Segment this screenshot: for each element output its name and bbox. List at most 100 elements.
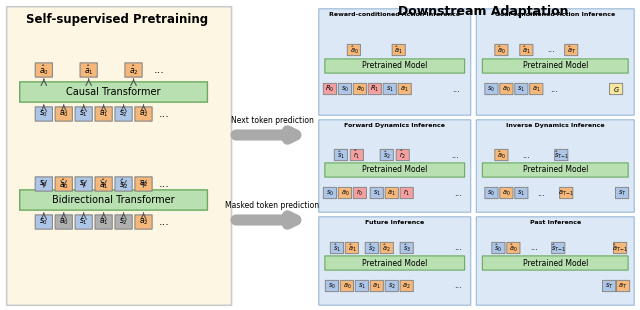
Text: $\hat{a}_{2}$: $\hat{a}_{2}$: [129, 63, 138, 77]
FancyBboxPatch shape: [385, 188, 398, 199]
FancyBboxPatch shape: [325, 163, 465, 177]
FancyBboxPatch shape: [380, 242, 394, 254]
FancyBboxPatch shape: [20, 82, 207, 102]
Text: $s_{1}$: $s_{1}$: [358, 281, 366, 290]
Text: $a_{0}$: $a_{0}$: [340, 188, 349, 197]
FancyBboxPatch shape: [353, 83, 367, 95]
Text: $s_{0}$: $s_{0}$: [39, 109, 49, 119]
FancyBboxPatch shape: [340, 281, 353, 292]
FancyBboxPatch shape: [392, 44, 405, 55]
Text: Inverse Dynamics Inference: Inverse Dynamics Inference: [506, 123, 605, 128]
Text: $a_{T}$: $a_{T}$: [618, 281, 628, 290]
FancyBboxPatch shape: [400, 188, 413, 199]
Text: $\hat{a}_{1}$: $\hat{a}_{1}$: [394, 44, 403, 56]
FancyBboxPatch shape: [370, 281, 383, 292]
Text: $a_{0}$: $a_{0}$: [356, 84, 364, 94]
FancyBboxPatch shape: [6, 7, 232, 305]
Text: $s_{T}$: $s_{T}$: [618, 188, 627, 197]
FancyBboxPatch shape: [334, 149, 348, 161]
FancyBboxPatch shape: [339, 188, 351, 199]
FancyBboxPatch shape: [476, 9, 634, 115]
FancyBboxPatch shape: [400, 242, 413, 254]
Text: $\hat{a}_{0}$: $\hat{a}_{0}$: [497, 44, 506, 56]
FancyBboxPatch shape: [616, 188, 628, 199]
FancyBboxPatch shape: [616, 281, 630, 292]
FancyBboxPatch shape: [75, 215, 92, 229]
FancyBboxPatch shape: [325, 59, 465, 73]
FancyBboxPatch shape: [552, 242, 565, 254]
Text: $s_{0}$: $s_{0}$: [341, 84, 349, 94]
FancyBboxPatch shape: [319, 217, 470, 305]
FancyBboxPatch shape: [115, 177, 132, 191]
Text: $s_{0}$: $s_{0}$: [326, 188, 334, 197]
Text: $s_{1}$: $s_{1}$: [79, 109, 88, 119]
Text: $\hat{s}_{2}$: $\hat{s}_{2}$: [383, 149, 391, 161]
FancyBboxPatch shape: [75, 107, 92, 121]
FancyBboxPatch shape: [380, 149, 394, 161]
Text: ...: ...: [550, 85, 558, 94]
FancyBboxPatch shape: [115, 215, 132, 229]
Text: $a_{1}$: $a_{1}$: [532, 84, 541, 94]
FancyBboxPatch shape: [35, 215, 52, 229]
Text: $\hat{a}_{0}$: $\hat{a}_{0}$: [59, 177, 68, 191]
Text: ...: ...: [159, 217, 170, 227]
Text: $a_{0}$: $a_{0}$: [502, 84, 511, 94]
Text: $s_{2}$: $s_{2}$: [388, 281, 396, 290]
Text: $\hat{a}_{0}$: $\hat{a}_{0}$: [497, 149, 506, 161]
FancyBboxPatch shape: [385, 281, 398, 292]
Text: $a_{0}$: $a_{0}$: [502, 188, 511, 197]
Text: $\hat{s}_{1}$: $\hat{s}_{1}$: [337, 149, 345, 161]
FancyBboxPatch shape: [348, 44, 360, 55]
Text: $r_{0}$: $r_{0}$: [356, 188, 364, 198]
Text: $a_{2}$: $a_{2}$: [403, 281, 411, 290]
FancyBboxPatch shape: [35, 63, 52, 77]
FancyBboxPatch shape: [492, 242, 505, 254]
FancyBboxPatch shape: [530, 83, 543, 95]
FancyBboxPatch shape: [483, 59, 628, 73]
Text: $a_{2}$: $a_{2}$: [139, 179, 148, 189]
Text: ...: ...: [538, 188, 545, 197]
FancyBboxPatch shape: [80, 63, 97, 77]
Text: $s_{1}$: $s_{1}$: [372, 188, 381, 197]
FancyBboxPatch shape: [476, 217, 634, 305]
FancyBboxPatch shape: [319, 9, 470, 115]
Text: Future Inference: Future Inference: [365, 220, 424, 225]
Text: $a_{1}$: $a_{1}$: [401, 84, 409, 94]
Text: $\hat{s}_{1}$: $\hat{s}_{1}$: [333, 242, 341, 254]
FancyBboxPatch shape: [500, 188, 513, 199]
FancyBboxPatch shape: [20, 190, 207, 210]
Text: $\hat{a}_{1}$: $\hat{a}_{1}$: [522, 44, 531, 56]
Text: $a_{0}$: $a_{0}$: [59, 109, 68, 119]
FancyBboxPatch shape: [55, 215, 72, 229]
FancyBboxPatch shape: [346, 242, 358, 254]
FancyBboxPatch shape: [323, 188, 337, 199]
FancyBboxPatch shape: [35, 177, 52, 191]
FancyBboxPatch shape: [400, 281, 413, 292]
Text: $s_{1}$: $s_{1}$: [79, 179, 88, 189]
Text: ...: ...: [452, 85, 461, 94]
Text: $s_{1}$: $s_{1}$: [517, 188, 525, 197]
FancyBboxPatch shape: [319, 120, 470, 212]
Text: $s_{0}$: $s_{0}$: [488, 188, 495, 197]
Text: Bidirectional Transformer: Bidirectional Transformer: [52, 195, 175, 205]
Text: ...: ...: [547, 46, 556, 55]
Text: $\hat{a}_{1}$: $\hat{a}_{1}$: [348, 242, 356, 254]
Text: $\hat{s}_{T\!-\!1}$: $\hat{s}_{T\!-\!1}$: [550, 242, 566, 254]
Text: $r_{1}$: $r_{1}$: [403, 188, 410, 198]
FancyBboxPatch shape: [609, 83, 623, 95]
FancyBboxPatch shape: [602, 281, 616, 292]
Text: $s_{0}$: $s_{0}$: [39, 179, 49, 189]
Text: Causal Transformer: Causal Transformer: [67, 87, 161, 97]
Text: Pretrained Model: Pretrained Model: [362, 259, 428, 268]
Text: $\hat{s}_{3}$: $\hat{s}_{3}$: [403, 242, 411, 254]
Text: ...: ...: [454, 188, 463, 197]
Text: $s_{0}$: $s_{0}$: [328, 281, 336, 290]
FancyBboxPatch shape: [370, 188, 383, 199]
Text: ...: ...: [522, 150, 531, 160]
Text: Pretrained Model: Pretrained Model: [523, 61, 588, 70]
FancyBboxPatch shape: [55, 107, 72, 121]
FancyBboxPatch shape: [325, 281, 339, 292]
FancyBboxPatch shape: [353, 188, 367, 199]
Text: $s_{2}$: $s_{2}$: [119, 109, 128, 119]
Text: $\hat{a}_{0}$: $\hat{a}_{0}$: [39, 63, 49, 77]
